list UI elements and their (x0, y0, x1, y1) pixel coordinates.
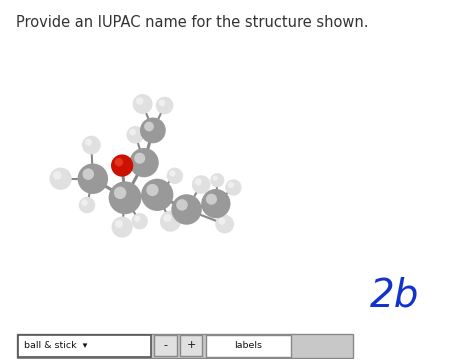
FancyBboxPatch shape (205, 335, 291, 356)
Circle shape (228, 182, 234, 188)
Circle shape (146, 184, 159, 196)
Circle shape (134, 216, 140, 222)
Circle shape (53, 171, 62, 180)
Circle shape (82, 168, 94, 180)
Circle shape (210, 173, 224, 187)
Circle shape (78, 163, 108, 194)
FancyBboxPatch shape (154, 335, 177, 356)
Circle shape (130, 148, 159, 177)
FancyBboxPatch shape (18, 335, 151, 356)
Circle shape (160, 211, 181, 232)
Circle shape (114, 187, 126, 199)
Circle shape (85, 139, 92, 146)
Circle shape (171, 194, 202, 225)
Circle shape (215, 215, 234, 233)
Text: Provide an IUPAC name for the structure shown.: Provide an IUPAC name for the structure … (16, 15, 368, 30)
Text: +: + (187, 340, 196, 350)
Circle shape (206, 194, 217, 205)
Circle shape (169, 170, 176, 176)
Circle shape (112, 216, 133, 238)
Circle shape (136, 97, 144, 105)
FancyBboxPatch shape (180, 335, 202, 356)
Circle shape (192, 175, 211, 194)
Text: 2b: 2b (369, 277, 419, 315)
Circle shape (134, 153, 145, 164)
Text: ball & stick  ▾: ball & stick ▾ (24, 341, 87, 350)
Circle shape (144, 122, 154, 131)
Circle shape (141, 179, 173, 211)
Circle shape (81, 200, 88, 206)
Circle shape (130, 129, 136, 135)
Circle shape (111, 154, 133, 177)
Circle shape (156, 97, 173, 114)
Circle shape (212, 175, 218, 181)
Circle shape (79, 197, 95, 213)
Circle shape (225, 179, 242, 196)
Circle shape (82, 136, 101, 154)
Circle shape (115, 220, 123, 228)
Circle shape (176, 199, 188, 211)
Circle shape (140, 118, 166, 143)
Text: labels: labels (234, 341, 262, 350)
Circle shape (109, 182, 141, 214)
Circle shape (167, 168, 183, 184)
Text: -: - (164, 340, 168, 350)
Circle shape (201, 189, 230, 218)
FancyBboxPatch shape (17, 334, 353, 358)
Circle shape (49, 168, 72, 190)
Circle shape (195, 178, 202, 185)
Circle shape (133, 94, 153, 114)
Circle shape (131, 213, 148, 229)
Circle shape (159, 99, 165, 106)
Circle shape (127, 126, 144, 144)
Circle shape (114, 158, 123, 166)
Circle shape (163, 214, 171, 222)
Circle shape (218, 218, 226, 225)
